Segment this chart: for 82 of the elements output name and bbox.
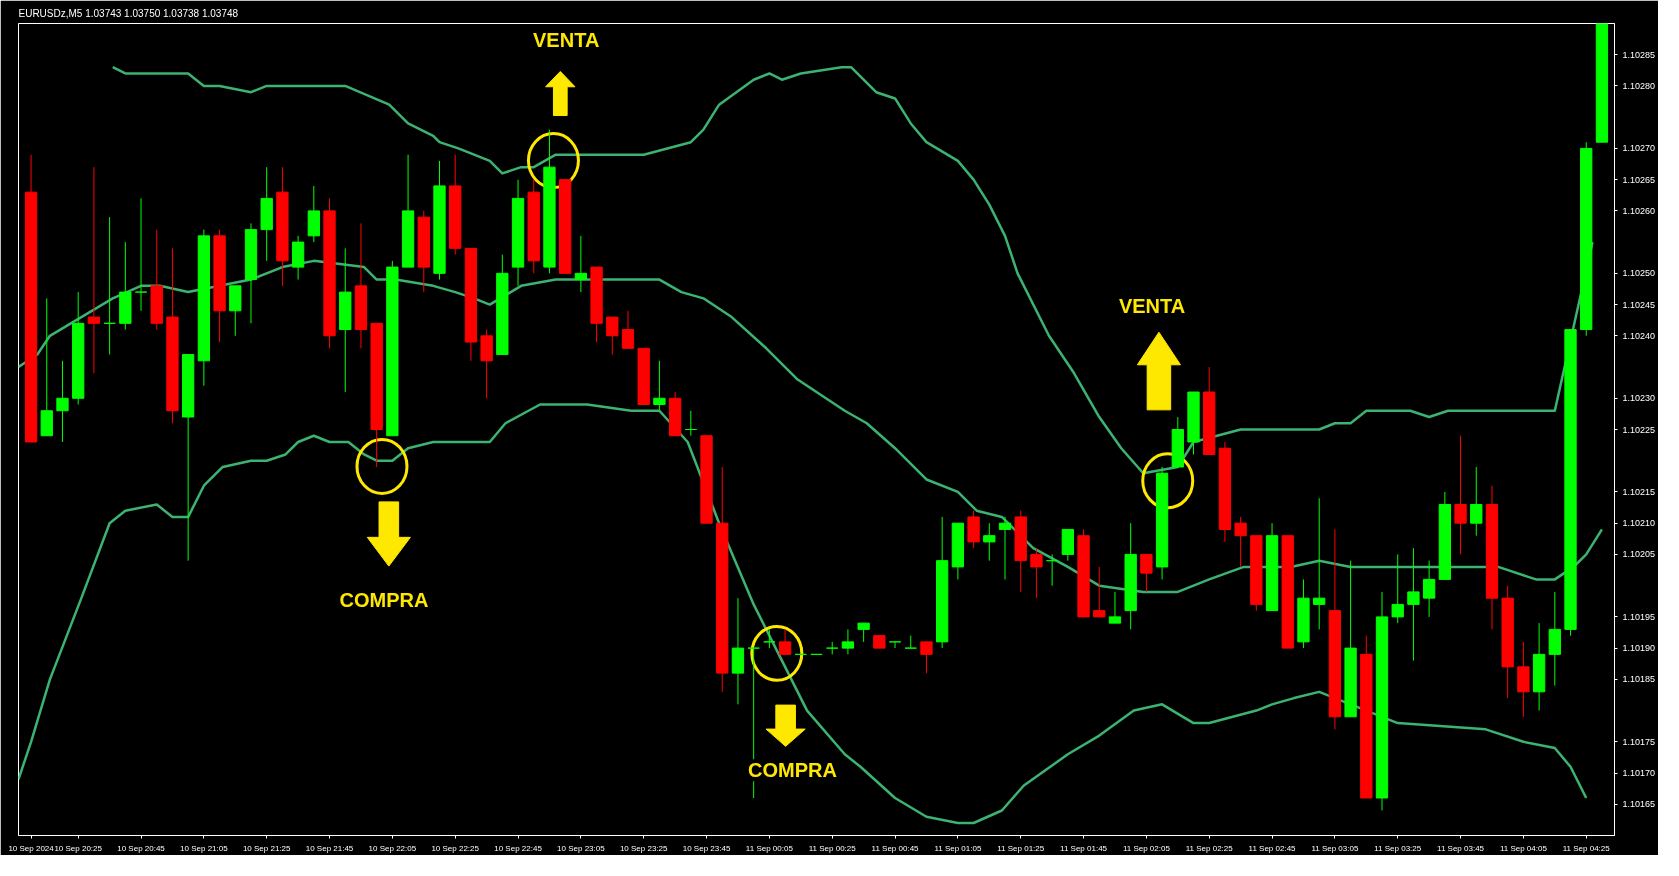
candlestick bbox=[1422, 560, 1436, 618]
candlestick bbox=[1045, 553, 1059, 587]
x-tick-label: 10 Sep 22:45 bbox=[494, 843, 543, 853]
candlestick bbox=[1454, 435, 1467, 555]
candlestick bbox=[1407, 547, 1420, 662]
y-tick-label: 1.10280 bbox=[1622, 80, 1656, 91]
candlestick bbox=[1313, 497, 1326, 630]
x-tick-label: 11 Sep 00:45 bbox=[871, 843, 920, 853]
y-tick-label: 1.10190 bbox=[1622, 643, 1656, 654]
x-tick-label: 10 Sep 21:25 bbox=[242, 843, 292, 853]
candlestick bbox=[1140, 553, 1153, 593]
y-tick-label: 1.10240 bbox=[1622, 330, 1656, 341]
candlestick bbox=[103, 216, 116, 356]
annotation: VENTA bbox=[1118, 295, 1186, 318]
x-tick-label: 10 Sep 23:25 bbox=[619, 843, 669, 853]
x-tick-label: 11 Sep 01:05 bbox=[934, 843, 982, 853]
x-tick-label: 11 Sep 02:25 bbox=[1185, 843, 1234, 853]
candlestick bbox=[1093, 566, 1106, 618]
y-tick-label: 1.10260 bbox=[1622, 205, 1656, 216]
candlestick bbox=[888, 641, 902, 649]
annotation: COMPRA bbox=[339, 588, 429, 611]
x-tick-label: 10 Sep 22:05 bbox=[368, 843, 417, 853]
candlestick bbox=[778, 628, 792, 655]
x-tick-label: 10 Sep 20:45 bbox=[117, 843, 166, 853]
x-tick-label: 10 Sep 21:45 bbox=[305, 843, 354, 853]
y-tick-label: 1.10210 bbox=[1622, 518, 1656, 529]
annotation: COMPRA bbox=[748, 759, 837, 782]
x-tick-label: 11 Sep 00:05 bbox=[745, 843, 794, 853]
x-tick-label: 10 Sep 21:05 bbox=[180, 843, 229, 853]
candlestick bbox=[606, 316, 619, 356]
x-tick-label: 10 Sep 2024 bbox=[8, 843, 55, 853]
candlestick bbox=[841, 628, 855, 655]
x-tick-label: 11 Sep 00:25 bbox=[808, 843, 857, 853]
y-tick-label: 1.10270 bbox=[1622, 143, 1656, 154]
candlestick bbox=[134, 197, 148, 312]
candlestick bbox=[56, 360, 69, 443]
y-tick-label: 1.10265 bbox=[1622, 174, 1656, 185]
y-tick-label: 1.10215 bbox=[1622, 486, 1656, 497]
chart-title: EURUSDz,M5 1.03743 1.03750 1.03738 1.03748 bbox=[18, 7, 239, 19]
candlestick bbox=[1391, 553, 1404, 624]
candlestick bbox=[1030, 547, 1043, 599]
y-tick-label: 1.10225 bbox=[1622, 424, 1656, 435]
y-tick-label: 1.10205 bbox=[1622, 549, 1656, 560]
candlestick bbox=[998, 516, 1012, 580]
y-tick-label: 1.10170 bbox=[1622, 768, 1656, 779]
y-tick-label: 1.10285 bbox=[1622, 49, 1656, 60]
line-series bbox=[18, 403, 1588, 825]
x-tick-label: 10 Sep 20:25 bbox=[54, 843, 103, 853]
candlestick bbox=[1470, 466, 1483, 537]
y-tick-label: 1.10185 bbox=[1622, 674, 1656, 685]
x-tick-label: 11 Sep 04:05 bbox=[1499, 843, 1548, 853]
x-tick-label: 10 Sep 23:45 bbox=[682, 843, 731, 853]
x-tick-label: 11 Sep 03:45 bbox=[1437, 843, 1485, 853]
y-tick-label: 1.10195 bbox=[1622, 611, 1656, 622]
candlestick bbox=[1234, 516, 1247, 568]
candlestick bbox=[87, 166, 101, 374]
candlestick bbox=[574, 235, 588, 293]
x-tick-label: 11 Sep 03:05 bbox=[1311, 843, 1359, 853]
x-tick-label: 11 Sep 03:25 bbox=[1374, 843, 1422, 853]
y-tick-label: 1.10175 bbox=[1622, 736, 1656, 747]
candlestick bbox=[653, 360, 666, 412]
line-series bbox=[111, 65, 1594, 475]
candlestick bbox=[621, 310, 635, 349]
x-tick-label: 11 Sep 02:05 bbox=[1122, 843, 1171, 853]
candlestick bbox=[983, 522, 996, 562]
candlestick bbox=[904, 635, 917, 649]
candlestick bbox=[684, 410, 697, 437]
y-tick-label: 1.10250 bbox=[1622, 268, 1656, 279]
candlestick bbox=[1108, 591, 1122, 624]
candlestick bbox=[763, 628, 776, 649]
x-tick-label: 11 Sep 01:25 bbox=[997, 843, 1045, 853]
x-tick-label: 11 Sep 04:25 bbox=[1562, 843, 1611, 853]
y-tick-label: 1.10245 bbox=[1622, 299, 1656, 310]
annotation: VENTA bbox=[533, 28, 600, 51]
candlestick bbox=[920, 641, 933, 674]
x-tick-label: 10 Sep 23:05 bbox=[557, 843, 606, 853]
x-tick-label: 10 Sep 22:25 bbox=[431, 843, 480, 853]
x-tick-label: 11 Sep 01:45 bbox=[1060, 843, 1108, 853]
x-tick-label: 11 Sep 02:45 bbox=[1248, 843, 1297, 853]
y-tick-label: 1.10165 bbox=[1622, 799, 1656, 810]
y-tick-label: 1.10230 bbox=[1622, 393, 1656, 404]
candlestick bbox=[857, 622, 870, 643]
